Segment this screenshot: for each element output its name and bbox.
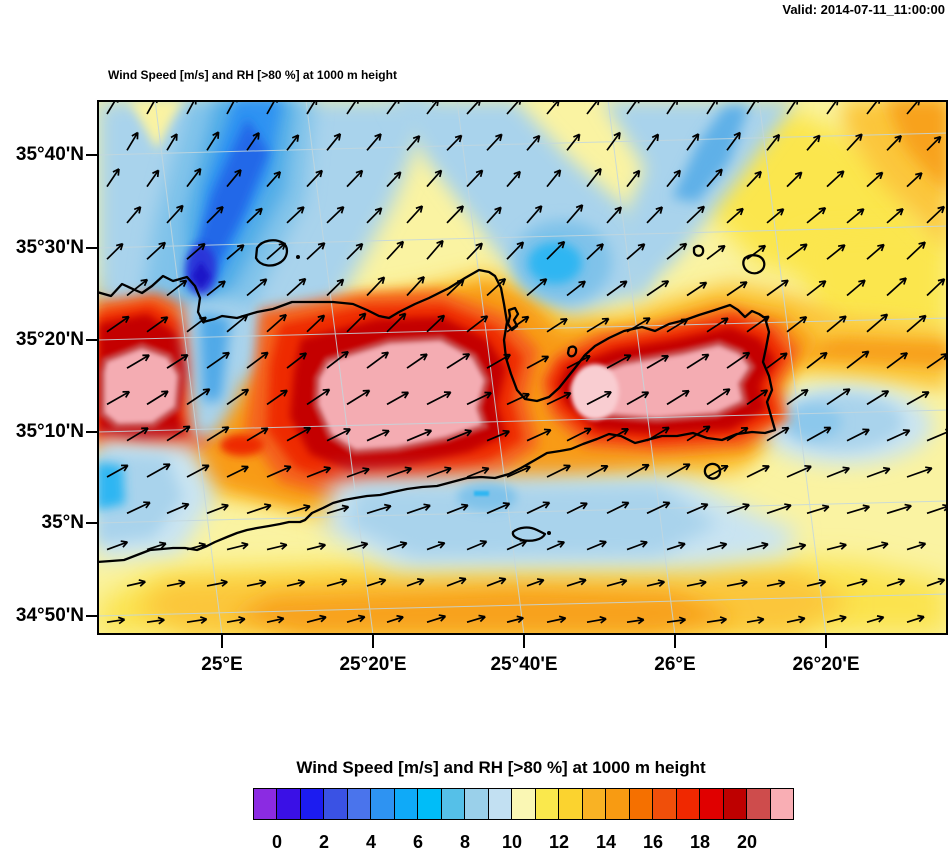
lon-tick-label: 25°E [201, 654, 243, 675]
colorbar-tick-label: 20 [736, 832, 758, 852]
lon-tick-mark [372, 635, 374, 648]
colorbar-tick-label: 4 [365, 832, 377, 852]
colorbar-cell [605, 788, 630, 820]
lat-tick-mark [86, 431, 97, 433]
colorbar-cell [440, 788, 466, 820]
colorbar-tick-label: 8 [459, 832, 471, 852]
colorbar-cell [299, 788, 325, 820]
colorbar [253, 788, 795, 820]
colorbar-tick-label: 0 [271, 832, 283, 852]
graticule-lines [97, 100, 948, 635]
lat-tick-mark [86, 522, 97, 524]
lon-tick-mark [523, 635, 525, 648]
plot-title: Wind Speed [m/s] and RH [>80 %] at 1000 … [108, 68, 397, 82]
lon-tick-mark [825, 635, 827, 648]
colorbar-cell [699, 788, 724, 820]
colorbar-tick-label: 16 [642, 832, 664, 852]
wind-arrows [106, 100, 948, 625]
lon-tick-mark [221, 635, 223, 648]
colorbar-cell [276, 788, 301, 820]
lon-tick-label: 26°20'E [792, 654, 860, 675]
colorbar-cell [722, 788, 748, 820]
colorbar-cell [558, 788, 583, 820]
colorbar-cell [652, 788, 677, 820]
valid-timestamp: Valid: 2014-07-11_11:00:00 [782, 2, 945, 17]
colorbar-cell [534, 788, 560, 820]
lon-tick-label: 25°40'E [490, 654, 558, 675]
colorbar-tick-label: 18 [689, 832, 711, 852]
colorbar-cell [511, 788, 536, 820]
lat-tick-mark [86, 154, 97, 156]
lon-tick-mark [674, 635, 676, 648]
lat-tick-mark [86, 339, 97, 341]
colorbar-cell [417, 788, 442, 820]
colorbar-cell [628, 788, 654, 820]
colorbar-tick-label: 14 [595, 832, 617, 852]
lat-tick-mark [86, 247, 97, 249]
map-frame [97, 100, 948, 635]
colorbar-cell [393, 788, 419, 820]
colorbar-title: Wind Speed [m/s] and RH [>80 %] at 1000 … [296, 758, 706, 777]
coastline [97, 239, 777, 564]
colorbar-cell [675, 788, 701, 820]
colorbar-cell [323, 788, 348, 820]
colorbar-tick-label: 10 [501, 832, 523, 852]
lat-tick-label: 35°40'N [15, 144, 84, 165]
lat-tick-mark [86, 615, 97, 617]
colorbar-labels: 0 2 4 6 8 10 12 14 16 18 20 [253, 832, 794, 854]
colorbar-tick-label: 12 [548, 832, 570, 852]
colorbar-tick-label: 6 [412, 832, 424, 852]
lat-tick-label: 35°20'N [15, 329, 84, 350]
lon-tick-label: 26°E [654, 654, 696, 675]
lat-tick-label: 34°50'N [15, 605, 84, 626]
wind-rh-map [97, 100, 948, 635]
wind-field [97, 100, 948, 635]
lat-tick-label: 35°N [41, 512, 84, 533]
colorbar-cell [769, 788, 795, 820]
colorbar-cell [487, 788, 513, 820]
lon-tick-label: 25°20'E [339, 654, 407, 675]
colorbar-cell [370, 788, 395, 820]
lat-tick-label: 35°10'N [15, 421, 84, 442]
colorbar-cell [746, 788, 771, 820]
colorbar-cell [253, 788, 278, 820]
lat-tick-label: 35°30'N [15, 237, 84, 258]
colorbar-cell [464, 788, 489, 820]
colorbar-cell [346, 788, 372, 820]
colorbar-tick-label: 2 [318, 832, 330, 852]
colorbar-cell [581, 788, 607, 820]
